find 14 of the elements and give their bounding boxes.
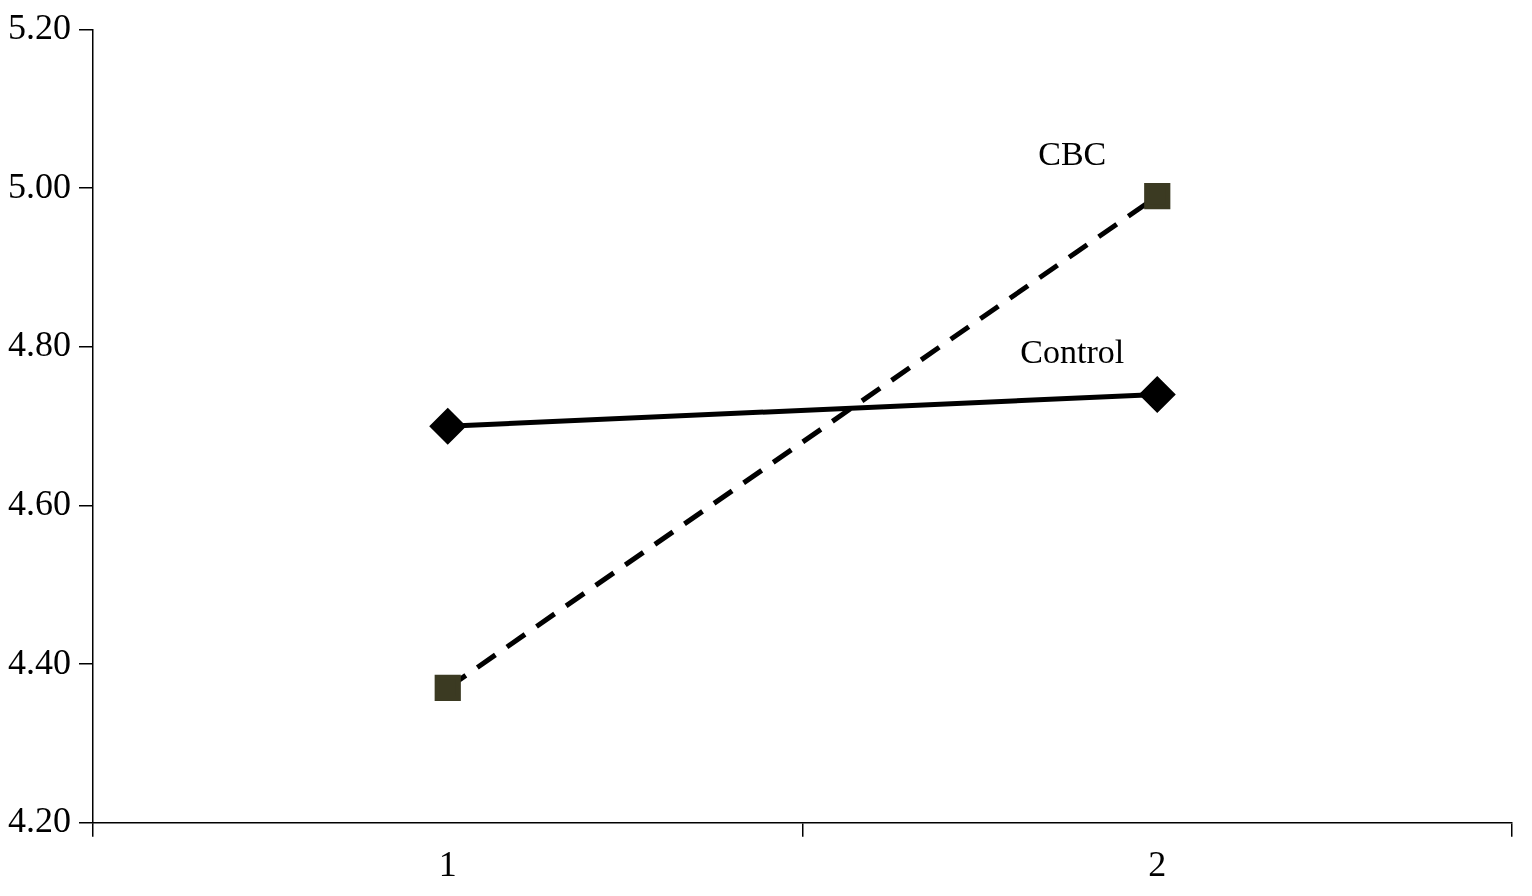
y-tick-label: 4.60 (8, 482, 71, 523)
point (434, 674, 461, 702)
point (430, 408, 466, 444)
point (1144, 183, 1171, 210)
y-tick-label: 4.40 (8, 641, 71, 682)
point (1139, 376, 1175, 412)
x-tick-label: 2 (1148, 843, 1167, 884)
series-label: Control (1020, 333, 1125, 371)
y-tick-label: 5.00 (8, 165, 71, 206)
y-tick-label: 4.80 (8, 324, 71, 365)
y-tick-label: 4.20 (8, 800, 71, 841)
x-tick-label: 1 (438, 843, 457, 884)
y-tick-label: 5.20 (8, 7, 71, 48)
series-label: CBC (1038, 135, 1107, 173)
